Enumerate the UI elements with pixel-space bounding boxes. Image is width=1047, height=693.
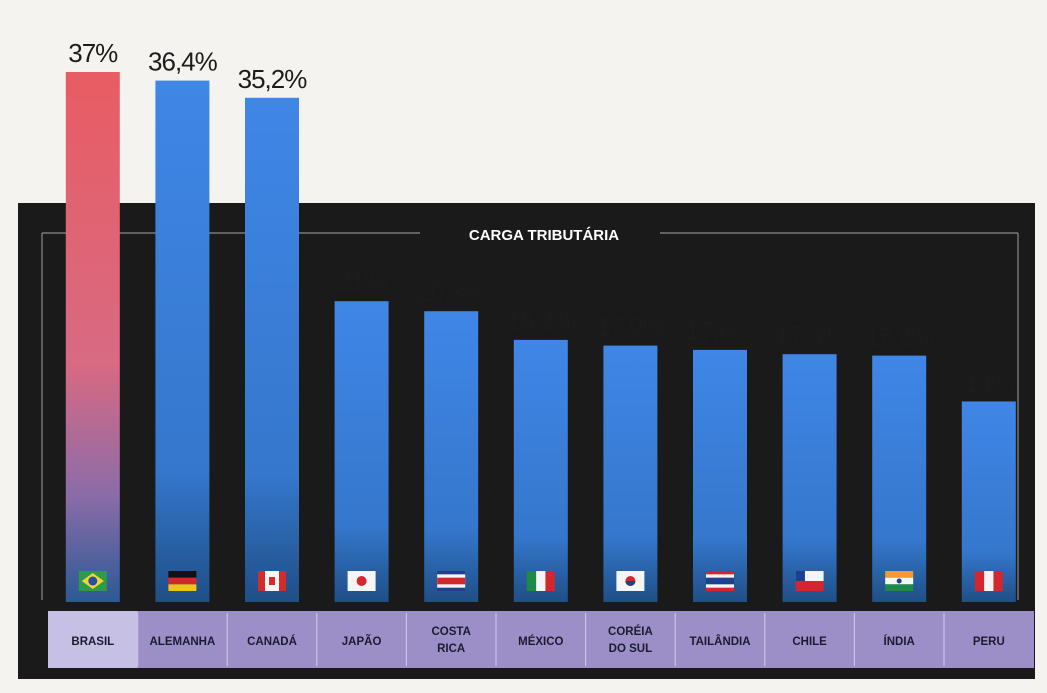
value-label: 21% (337, 267, 387, 297)
flag-japan-icon (347, 571, 376, 591)
flag-peru-icon (974, 571, 1003, 591)
flag-thailand-icon (706, 571, 734, 591)
value-label: 37% (68, 38, 118, 68)
flag-india-icon (885, 571, 914, 591)
bar-canadá (245, 97, 299, 602)
flag-canada-icon (258, 571, 286, 591)
value-label: 17,6% (686, 316, 756, 346)
bar-méxico (513, 339, 568, 602)
category-label: MÉXICO (518, 635, 563, 648)
value-label: 17,9% (596, 312, 666, 342)
category-cell-highlight (48, 611, 138, 668)
flag-brazil-icon (78, 571, 107, 591)
bar-índia (872, 355, 927, 602)
bar-costa-rica (424, 311, 479, 602)
value-label: 20,3% (417, 277, 487, 307)
category-strip (48, 611, 1034, 668)
category-label: CHILE (792, 636, 827, 648)
flag-germany-icon (168, 571, 197, 591)
value-label: 17,2% (865, 322, 935, 352)
value-label: 35,2% (238, 64, 308, 94)
value-label: 18,3% (506, 306, 576, 336)
category-label: PERU (973, 636, 1005, 648)
category-label: TAILÂNDIA (689, 635, 750, 648)
chart-title: CARGA TRIBUTÁRIA (469, 227, 619, 244)
value-label: 17,3% (775, 320, 845, 350)
bar-tailândia (693, 349, 747, 602)
category-label: CORÉIA DO SUL (608, 625, 653, 655)
flag-mexico-icon (526, 571, 555, 591)
category-label: ÍNDIA (884, 635, 915, 648)
category-label: CANADÁ (247, 635, 297, 648)
category-label: ALEMANHA (149, 636, 215, 648)
category-label: JAPÃO (342, 635, 382, 648)
flag-south-korea-icon (616, 571, 645, 591)
flag-chile-icon (795, 571, 824, 591)
bar-peru (961, 401, 1016, 602)
bar-alemanha (155, 80, 210, 602)
bar-coréia-do-sul (603, 345, 658, 602)
value-label: 36,4% (148, 47, 218, 77)
bar-japão (334, 301, 389, 602)
flag-costa-rica-icon (437, 571, 466, 591)
value-label: 14% (964, 367, 1014, 397)
category-label: COSTA RICA (431, 626, 470, 655)
bar-brasil (65, 72, 120, 602)
category-label: BRASIL (71, 636, 114, 648)
bar-chile (782, 354, 837, 602)
